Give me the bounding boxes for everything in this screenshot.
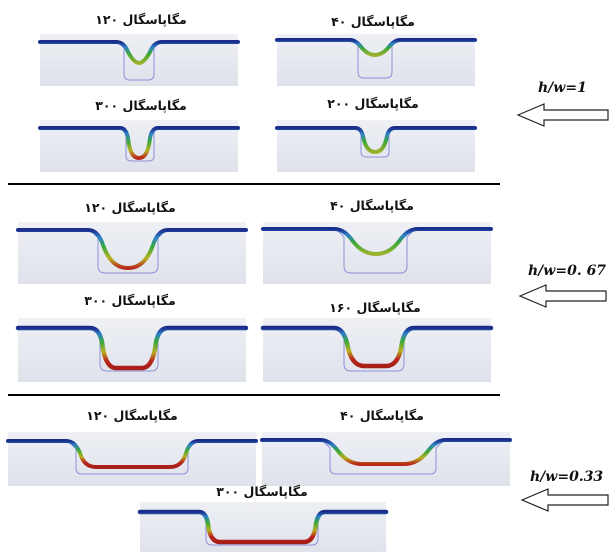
deformed-strip: [261, 227, 493, 256]
mold-outline: [40, 127, 238, 162]
deformed-strip: [275, 38, 477, 57]
mold-outline: [40, 41, 238, 81]
arrow-left-icon: [516, 103, 609, 127]
panel-g3-40: ۴۰ مگاپاسگال: [260, 408, 512, 486]
panel-g1-300: ۳۰۰ مگاپاسگال: [38, 98, 240, 172]
deformed-strip: [6, 439, 258, 469]
deformed-strip: [38, 126, 240, 160]
mold-outline: [8, 440, 256, 475]
pressure-label: ۱۲۰ مگاپاسگال: [86, 408, 177, 423]
pressure-label: ۱۲۰ مگاپاسگال: [84, 200, 175, 215]
group-hw-067: ۱۲۰ مگاپاسگال ۴۰ مگاپاسگال ۳۰۰ مگاپاسگال…: [15, 198, 607, 382]
pressure-label: ۱۲۰ مگاپاسگال: [95, 12, 186, 27]
mold-outline: [262, 439, 510, 475]
panel-g1-120: ۱۲۰ مگاپاسگال: [38, 12, 240, 86]
deformed-strip: [15, 325, 249, 371]
mold-outline: [18, 229, 246, 274]
deformed-strip: [260, 438, 512, 466]
ratio-label: h/w=0.33: [530, 469, 603, 485]
group-hw-1: ۱۲۰ مگاپاسگال ۴۰ مگاپاسگال ۳۰۰ مگاپاسگال…: [38, 12, 609, 172]
arrow-left-icon: [520, 488, 609, 512]
panel-g2-300: ۳۰۰ مگاپاسگال: [15, 293, 249, 382]
deformed-strip: [260, 325, 494, 369]
deformed-strip: [16, 228, 248, 270]
mold-outline: [263, 327, 491, 372]
mold-outline: [277, 39, 475, 79]
pressure-label: ۳۰۰ مگاپاسگال: [84, 293, 175, 308]
mold-outline: [277, 127, 475, 158]
pressure-label: ۱۶۰ مگاپاسگال: [329, 300, 420, 315]
mold-outline: [140, 511, 386, 546]
pressure-label: ۳۰۰ مگاپاسگال: [216, 484, 307, 499]
pressure-label: ۴۰ مگاپاسگال: [330, 198, 414, 213]
pressure-label: ۲۰۰ مگاپاسگال: [327, 96, 418, 111]
pressure-label: ۴۰ مگاپاسگال: [331, 14, 415, 29]
panel-g3-300: ۳۰۰ مگاپاسگال: [137, 484, 389, 552]
panel-g2-160: ۱۶۰ مگاپاسگال: [260, 300, 494, 382]
pressure-label: ۴۰ مگاپاسگال: [340, 408, 424, 423]
panel-g1-200: ۲۰۰ مگاپاسگال: [275, 96, 477, 172]
pressure-label: ۳۰۰ مگاپاسگال: [95, 98, 186, 113]
mold-outline: [18, 327, 246, 372]
mold-outline: [263, 228, 491, 274]
ratio-label: h/w=1: [538, 80, 587, 96]
deformed-strip: [275, 126, 477, 154]
deformed-strip: [137, 509, 389, 545]
panel-g2-120: ۱۲۰ مگاپاسگال: [16, 200, 248, 284]
ratio-label: h/w=0. 67: [528, 263, 606, 279]
deformed-strip: [38, 40, 240, 65]
group-hw-033: ۱۲۰ مگاپاسگال ۴۰ مگاپاسگال ۳۰۰ مگاپاسگال…: [6, 408, 609, 552]
panel-g1-40: ۴۰ مگاپاسگال: [275, 14, 477, 86]
panel-g2-40: ۴۰ مگاپاسگال: [261, 198, 493, 284]
panel-g3-120: ۱۲۰ مگاپاسگال: [6, 408, 258, 486]
panel-background: [18, 222, 246, 284]
arrow-left-icon: [518, 284, 607, 308]
panel-background: [277, 34, 475, 86]
